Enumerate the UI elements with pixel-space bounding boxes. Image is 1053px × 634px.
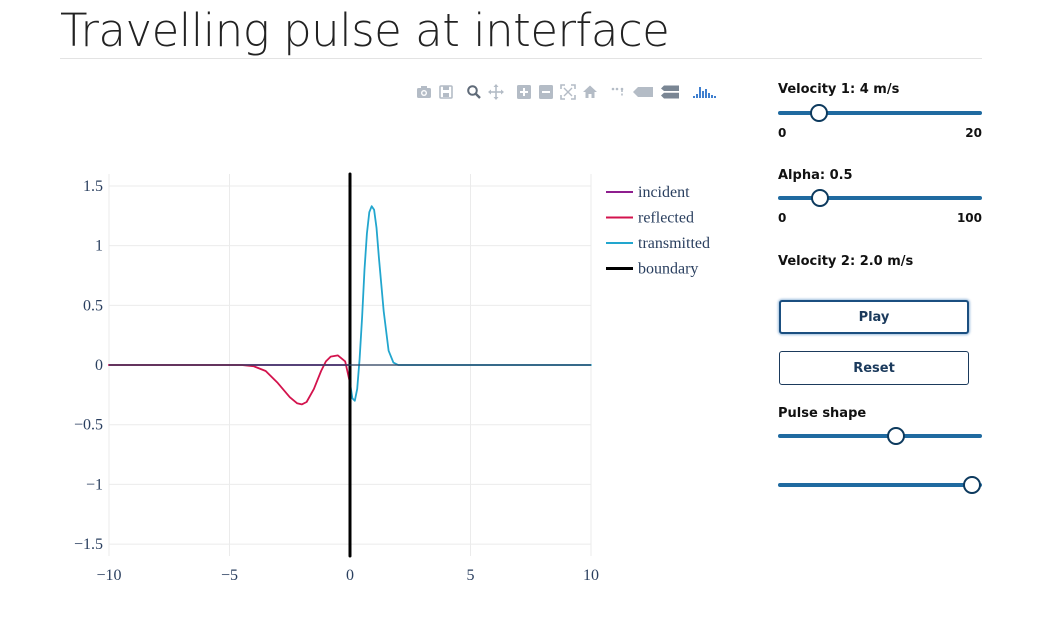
pulse-shape-slider-1[interactable] bbox=[778, 426, 982, 446]
autoscale-icon[interactable] bbox=[560, 84, 576, 100]
velocity2-label: Velocity 2: 2.0 m/s bbox=[778, 254, 914, 269]
velocity1-label: Velocity 1: 4 m/s bbox=[778, 82, 900, 97]
pulse-shape-label: Pulse shape bbox=[778, 406, 867, 421]
plot-modebar bbox=[416, 82, 724, 102]
play-button[interactable]: Play bbox=[779, 300, 969, 334]
zoom-icon[interactable] bbox=[466, 84, 482, 100]
hover-closest-icon[interactable] bbox=[632, 84, 654, 100]
x-tick-label: −5 bbox=[221, 567, 238, 584]
y-tick-label: −0.5 bbox=[74, 417, 103, 434]
plotly-logo-icon[interactable] bbox=[692, 84, 718, 100]
y-tick-label: 1 bbox=[95, 238, 103, 255]
alpha-min-label: 0 bbox=[778, 211, 787, 225]
zoom-out-icon[interactable] bbox=[538, 84, 554, 100]
series-transmitted-line bbox=[349, 205, 592, 402]
reset-button[interactable]: Reset bbox=[779, 351, 969, 385]
series-reflected-line bbox=[108, 354, 351, 406]
x-tick-label: −10 bbox=[96, 567, 121, 584]
alpha-slider-thumb[interactable] bbox=[810, 189, 829, 207]
spike-lines-icon[interactable] bbox=[610, 84, 626, 100]
pulse-shape-slider-2[interactable] bbox=[778, 475, 982, 495]
velocity1-slider-thumb[interactable] bbox=[809, 104, 828, 122]
alpha-label: Alpha: 0.5 bbox=[778, 168, 853, 183]
y-tick-label: −1 bbox=[86, 476, 103, 493]
pulse-plot[interactable]: −10 −5 0 5 10 1.5 1 0.5 0 −0.5 −1 −1.5 incident refle… bbox=[56, 150, 756, 590]
camera-icon[interactable] bbox=[416, 84, 432, 100]
page-title: Travelling pulse at interface bbox=[60, 4, 670, 57]
title-divider bbox=[60, 58, 982, 59]
pulse-shape-slider-1-thumb[interactable] bbox=[887, 427, 906, 445]
legend-label-incident: incident bbox=[638, 184, 690, 201]
save-icon[interactable] bbox=[438, 84, 454, 100]
hover-compare-icon[interactable] bbox=[660, 84, 680, 100]
home-icon[interactable] bbox=[582, 84, 598, 100]
legend-label-reflected: reflected bbox=[638, 210, 694, 227]
pan-icon[interactable] bbox=[488, 84, 504, 100]
y-tick-label: 0.5 bbox=[83, 297, 103, 314]
alpha-max-label: 100 bbox=[956, 211, 982, 225]
x-tick-label: 5 bbox=[467, 567, 475, 584]
zoom-in-icon[interactable] bbox=[516, 84, 532, 100]
velocity1-slider[interactable] bbox=[778, 103, 982, 123]
legend-label-boundary: boundary bbox=[638, 261, 698, 278]
y-tick-label: −1.5 bbox=[74, 536, 103, 553]
y-tick-label: 1.5 bbox=[83, 178, 103, 195]
pulse-shape-slider-2-thumb[interactable] bbox=[962, 476, 981, 494]
y-tick-label: 0 bbox=[95, 357, 103, 374]
x-tick-label: 10 bbox=[583, 567, 599, 584]
legend-label-transmitted: transmitted bbox=[638, 235, 710, 252]
alpha-slider[interactable] bbox=[778, 188, 982, 208]
velocity1-max-label: 20 bbox=[965, 126, 982, 140]
velocity1-min-label: 0 bbox=[778, 126, 787, 140]
x-tick-label: 0 bbox=[346, 567, 354, 584]
chart-svg: −10 −5 0 5 10 1.5 1 0.5 0 −0.5 −1 −1.5 incident refle… bbox=[74, 172, 710, 584]
